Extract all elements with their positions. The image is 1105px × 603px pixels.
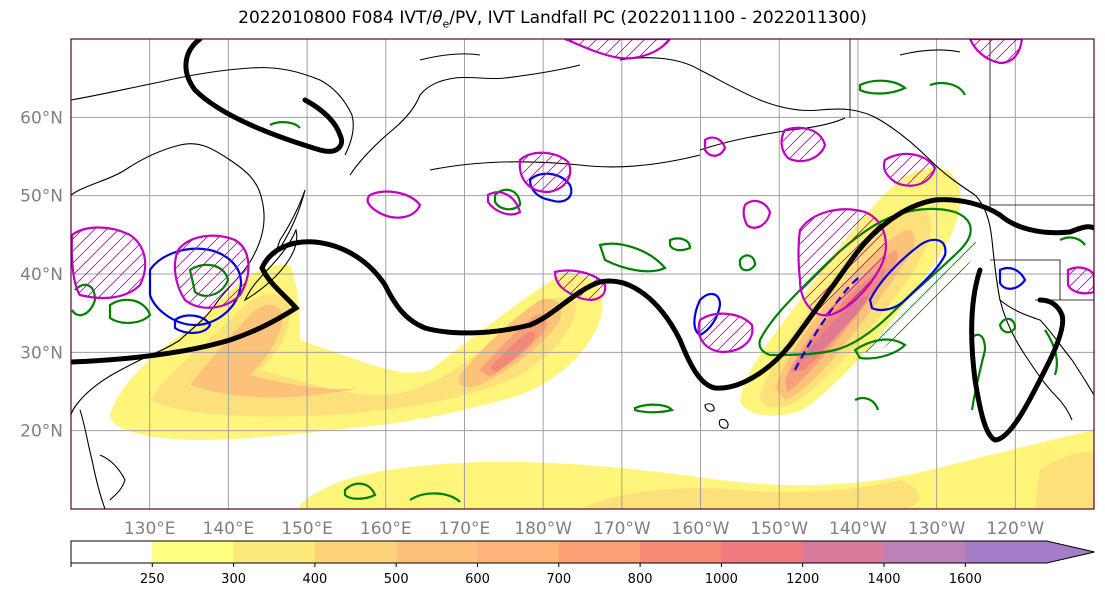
- latitude-labels: 20°N 30°N 40°N 50°N 60°N: [20, 108, 63, 441]
- height-contour: [71, 39, 1094, 443]
- colorbar-segment: [152, 541, 235, 563]
- colorbar-tick-label: 1400: [867, 572, 900, 587]
- colorbar-tick-label: 1600: [949, 572, 982, 587]
- colorbar-segment: [71, 541, 153, 563]
- longitude-label: 160°W: [672, 519, 730, 539]
- longitude-label: 170°W: [593, 519, 651, 539]
- longitude-label: 150°E: [281, 519, 333, 539]
- colorbar-segment: [884, 541, 966, 563]
- map-title: 2022010800 F084 IVT/θe/PV, IVT Landfall …: [238, 8, 867, 31]
- borders: [849, 39, 1094, 301]
- colorbar-tick-label: 1200: [786, 572, 819, 587]
- map-border: [70, 38, 1095, 510]
- longitude-label: 160°E: [360, 519, 412, 539]
- colorbar-segment: [558, 541, 641, 563]
- colorbar: 250 300 400 500 600 700 800 1000 1200 1400 1600: [70, 540, 1095, 587]
- colorbar-tick-label: 800: [628, 572, 653, 587]
- colorbar-extend-arrow: [965, 541, 1095, 563]
- colorbar-tick-label: 1000: [705, 572, 738, 587]
- colorbar-segment: [640, 541, 722, 563]
- longitude-label: 140°W: [829, 519, 887, 539]
- latitude-label: 20°N: [20, 422, 63, 442]
- longitude-label: 130°E: [124, 519, 176, 539]
- latitude-label: 40°N: [20, 265, 63, 285]
- graticule: [71, 39, 1094, 509]
- latitude-label: 50°N: [20, 187, 63, 207]
- colorbar-tick-label: 250: [140, 572, 165, 587]
- colorbar-tick-label: 400: [302, 572, 327, 587]
- colorbar-segment: [721, 541, 804, 563]
- hatch-region-green: [860, 240, 977, 355]
- coastlines: [71, 49, 1094, 509]
- longitude-label: 140°E: [203, 519, 255, 539]
- colorbar-tick-label: 700: [546, 572, 571, 587]
- colorbar-tick-label: 300: [221, 572, 246, 587]
- colorbar-segment: [314, 541, 397, 563]
- longitude-label: 150°W: [750, 519, 808, 539]
- longitude-labels: 130°E 140°E 150°E 160°E 170°E 180°W 170°W 160°W…: [124, 519, 1045, 539]
- longitude-label: 180°W: [514, 519, 572, 539]
- longitude-label: 170°E: [439, 519, 491, 539]
- colorbar-segment: [477, 541, 560, 563]
- colorbar-segment: [802, 541, 885, 563]
- colorbar-outline: [70, 540, 1095, 564]
- magenta-contours: [71, 39, 1094, 354]
- longitude-label: 120°W: [986, 519, 1044, 539]
- colorbar-tick-label: 500: [384, 572, 409, 587]
- colorbar-tick-label: 600: [465, 572, 490, 587]
- longitude-label: 130°W: [908, 519, 966, 539]
- colorbar-segment: [396, 541, 478, 563]
- colorbar-segment: [233, 541, 316, 563]
- latitude-label: 30°N: [20, 343, 63, 363]
- latitude-label: 60°N: [20, 108, 63, 128]
